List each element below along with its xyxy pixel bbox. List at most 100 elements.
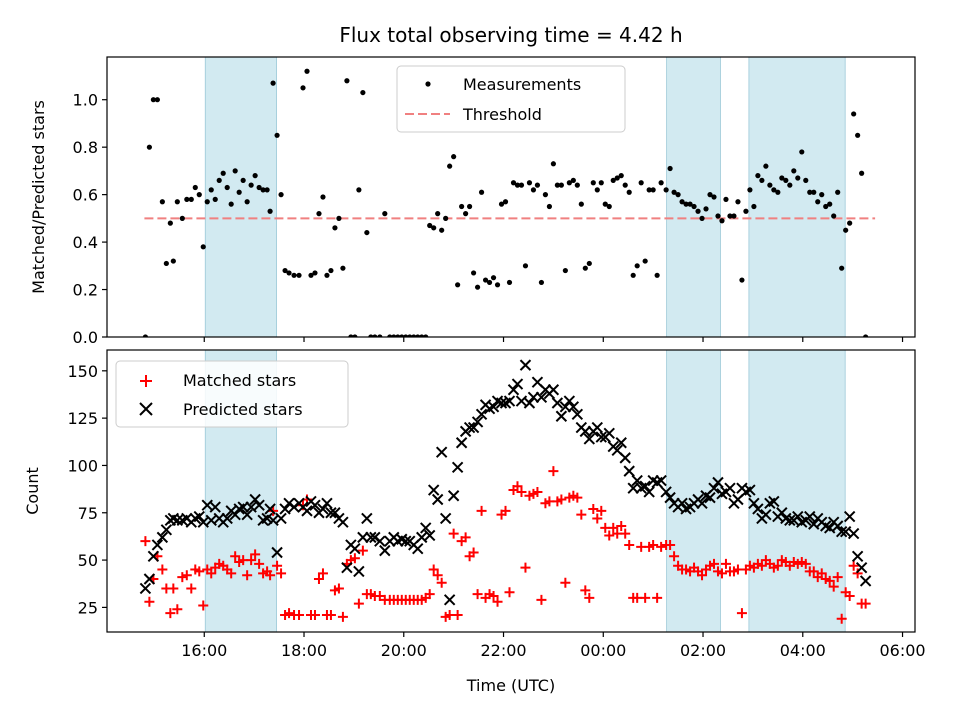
measurement-point <box>308 272 314 278</box>
matched-plus-point <box>669 551 680 562</box>
predicted-x-point <box>696 497 708 510</box>
matched-plus-point <box>325 609 336 620</box>
predicted-x-point <box>595 431 607 443</box>
predicted-x-point <box>855 561 868 574</box>
measurement-point <box>443 215 449 221</box>
matched-plus-point <box>616 521 627 532</box>
measurement-point <box>795 175 801 181</box>
matched-plus-point <box>250 549 261 560</box>
predicted-x-point <box>301 505 313 517</box>
measurement-point <box>839 265 845 271</box>
predicted-x-point <box>221 512 233 525</box>
matched-plus-point <box>536 594 547 605</box>
top-ytick-label: 0.6 <box>73 186 98 205</box>
predicted-x-point <box>451 461 464 474</box>
measurement-point <box>142 334 149 337</box>
measurement-point <box>447 163 453 169</box>
measurement-point <box>296 272 302 278</box>
matched-plus-point <box>560 577 571 588</box>
measurement-point <box>352 334 358 337</box>
measurement-point <box>586 260 592 267</box>
top-series-0 <box>142 68 869 337</box>
matched-plus-point <box>520 562 531 573</box>
predicted-x-point <box>431 493 444 506</box>
measurement-point <box>863 334 869 337</box>
measurement-point <box>399 334 405 337</box>
bottom-shaded-interval-2 <box>748 350 846 632</box>
measurement-point <box>312 270 318 276</box>
matched-plus-point <box>144 596 155 607</box>
measurement-point <box>675 192 681 198</box>
predicted-x-point <box>193 510 205 523</box>
predicted-x-point <box>427 484 440 496</box>
measurement-point <box>658 180 664 186</box>
matched-plus-point <box>816 568 827 579</box>
predicted-x-point <box>341 561 353 574</box>
top-ytick-label: 0.4 <box>73 233 98 252</box>
measurement-point <box>847 220 853 226</box>
predicted-x-point <box>859 575 872 587</box>
predicted-x-point <box>264 503 276 515</box>
measurement-point <box>739 277 745 283</box>
matched-plus-point <box>580 585 591 596</box>
matched-plus-point <box>697 570 708 581</box>
predicted-x-point <box>752 503 764 515</box>
measurement-point <box>486 279 493 286</box>
measurement-point <box>775 189 781 195</box>
measurement-point <box>224 184 230 191</box>
matched-plus-point <box>424 589 435 600</box>
matched-plus-point <box>276 568 287 579</box>
measurement-point <box>192 184 198 191</box>
matched-plus-point <box>254 558 265 569</box>
measurement-point <box>467 203 473 210</box>
measurement-point <box>538 279 545 286</box>
measurement-point <box>831 213 837 219</box>
measurement-point <box>614 175 620 181</box>
matched-plus-point <box>852 568 863 579</box>
matched-plus-point <box>246 555 257 566</box>
matched-plus-point <box>230 551 241 562</box>
chart-title: Flux total observing time = 4.42 h <box>339 23 682 47</box>
top-ytick-label: 1.0 <box>73 91 98 110</box>
predicted-x-point <box>551 397 564 409</box>
measurement-point <box>803 177 809 183</box>
matched-plus-point <box>186 583 197 594</box>
measurement-point <box>356 187 362 193</box>
measurement-point <box>546 203 553 210</box>
matched-plus-point <box>272 560 283 571</box>
measurement-point <box>382 211 388 217</box>
predicted-x-point <box>471 416 484 428</box>
measurement-point <box>534 182 541 188</box>
measurement-point <box>683 201 689 207</box>
predicted-x-point <box>329 507 341 519</box>
predicted-x-point <box>412 543 424 555</box>
measurement-point <box>727 213 733 219</box>
measurement-point <box>208 187 214 193</box>
measurement-point <box>459 203 465 210</box>
matched-plus-point <box>226 568 237 579</box>
predicted-x-point <box>555 410 568 422</box>
predicted-x-point <box>523 397 536 409</box>
xtick-label: 16:00 <box>181 641 227 660</box>
matched-plus-point <box>808 566 819 577</box>
xtick-label: 20:00 <box>381 641 427 660</box>
measurement-point <box>755 173 761 179</box>
bottom-series-1 <box>139 359 872 606</box>
predicted-x-point <box>467 421 480 434</box>
measurement-point <box>695 208 701 214</box>
measurement-point <box>150 97 156 103</box>
predicted-x-point <box>712 476 724 489</box>
measurement-point <box>316 211 322 217</box>
measurement-point <box>216 177 222 183</box>
predicted-x-point <box>317 503 329 515</box>
predicted-x-point <box>724 482 736 494</box>
top-plot-area <box>142 57 876 337</box>
measurement-point <box>291 272 297 278</box>
matched-plus-point <box>576 509 587 520</box>
legend-predicted-marker <box>139 402 153 416</box>
predicted-x-point <box>353 565 365 578</box>
matched-plus-point <box>648 539 659 550</box>
predicted-x-point <box>619 452 631 464</box>
predicted-x-point <box>443 594 456 606</box>
measurement-point <box>578 201 584 207</box>
